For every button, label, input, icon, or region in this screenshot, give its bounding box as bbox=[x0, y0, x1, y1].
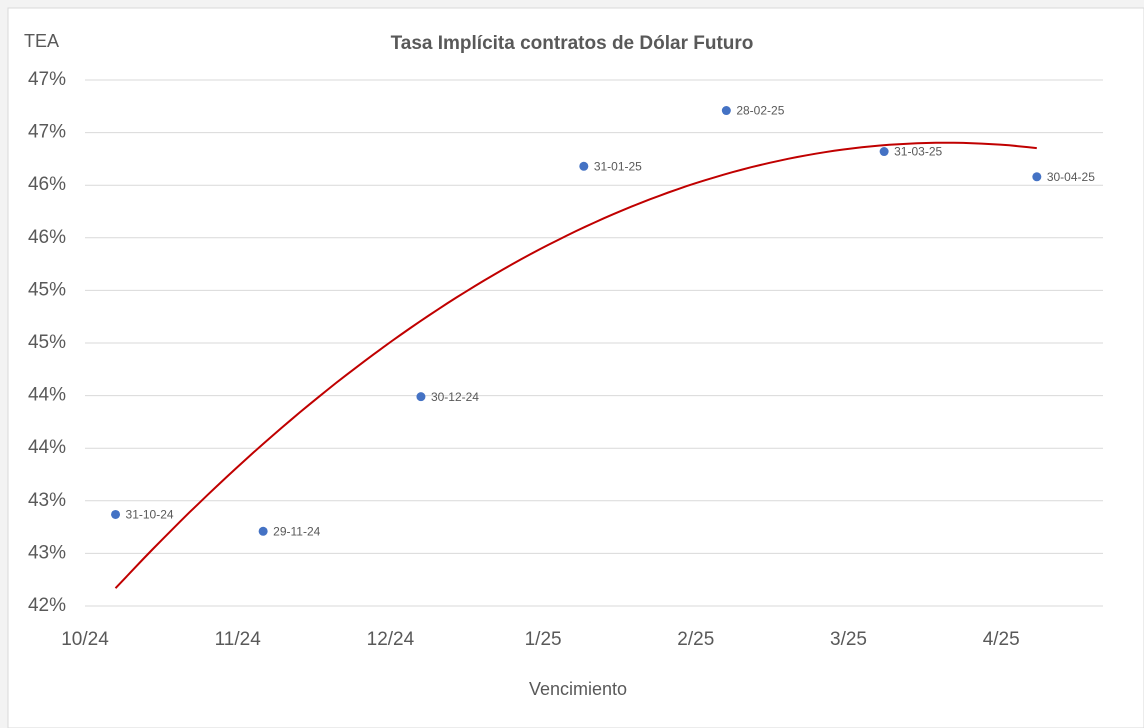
x-tick-label: 4/25 bbox=[983, 629, 1020, 650]
point-label: 30-12-24 bbox=[431, 390, 479, 404]
y-tick-label: 44% bbox=[28, 385, 66, 406]
y-tick-label: 47% bbox=[28, 122, 66, 143]
point bbox=[579, 161, 589, 171]
y-tick-label: 42% bbox=[28, 595, 66, 616]
point bbox=[721, 106, 731, 116]
chart-title: Tasa Implícita contratos de Dólar Futuro bbox=[391, 33, 754, 54]
y-tick-label: 43% bbox=[28, 490, 66, 511]
point bbox=[258, 526, 268, 536]
y-tick-label: 44% bbox=[28, 437, 66, 458]
x-tick-label: 12/24 bbox=[367, 629, 415, 650]
point-label: 29-11-24 bbox=[273, 524, 320, 538]
y-tick-label: 45% bbox=[28, 279, 66, 300]
y-tick-label: 43% bbox=[28, 542, 66, 563]
chart-area bbox=[7, 7, 1144, 728]
point-label: 31-01-25 bbox=[594, 159, 642, 173]
y-tick-label: 46% bbox=[28, 174, 66, 195]
point-label: 31-03-25 bbox=[894, 145, 942, 159]
y-tick-label: 46% bbox=[28, 227, 66, 248]
point-label: 28-02-25 bbox=[736, 104, 784, 118]
point bbox=[416, 392, 426, 402]
x-tick-label: 2/25 bbox=[677, 629, 714, 650]
y-tick-label: 45% bbox=[28, 332, 66, 353]
point-label: 31-10-24 bbox=[126, 508, 174, 522]
x-tick-label: 3/25 bbox=[830, 629, 867, 650]
y-tick-label: 47% bbox=[28, 69, 66, 90]
x-tick-label: 10/24 bbox=[61, 629, 109, 650]
y-axis-label: TEA bbox=[24, 31, 59, 51]
point bbox=[1032, 172, 1042, 182]
point bbox=[111, 509, 121, 519]
point-label: 30-04-25 bbox=[1047, 170, 1095, 184]
trendline bbox=[114, 141, 1037, 589]
point bbox=[879, 147, 889, 157]
x-axis-label: Vencimiento bbox=[529, 679, 627, 699]
x-tick-label: 11/24 bbox=[215, 629, 262, 650]
x-tick-label: 1/25 bbox=[525, 629, 562, 650]
